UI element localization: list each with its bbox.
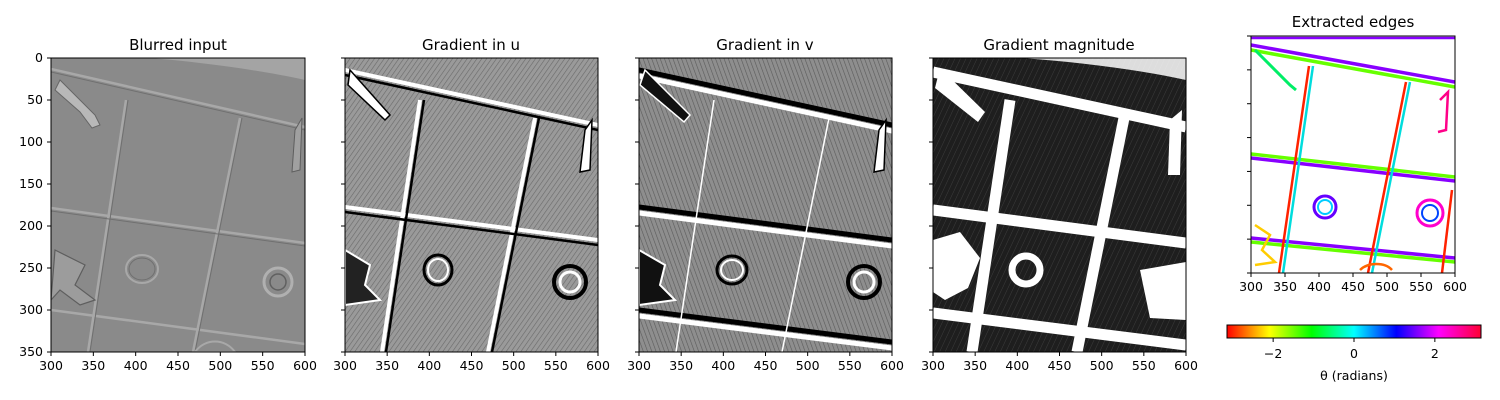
panel-title: Blurred input <box>129 36 227 54</box>
x-tick-label: 550 <box>838 358 862 373</box>
y-tick-label: 50 <box>27 92 43 107</box>
x-tick-label: 500 <box>502 358 526 373</box>
x-tick-label: 300 <box>39 358 63 373</box>
panel-title: Gradient in v <box>716 36 813 54</box>
x-tick-label: 350 <box>669 358 693 373</box>
y-tick-label: 100 <box>19 134 43 149</box>
image-blurred-input <box>51 58 305 352</box>
colorbar-tick-label: 2 <box>1431 346 1439 361</box>
x-axis: 300 350 400 450 500 550 600 <box>627 352 904 373</box>
x-tick-label: 500 <box>1375 279 1399 294</box>
panel-blurred-input: Blurred input <box>19 36 317 373</box>
x-tick-label: 450 <box>1048 358 1072 373</box>
x-tick-label: 400 <box>711 358 735 373</box>
x-tick-label: 350 <box>81 358 105 373</box>
x-tick-label: 450 <box>1341 279 1365 294</box>
panel-title: Gradient in u <box>422 36 520 54</box>
y-axis <box>1247 35 1251 274</box>
image-gradient-u <box>345 58 598 352</box>
x-tick-label: 300 <box>333 358 357 373</box>
colorbar-ticks: −2 0 2 <box>1264 338 1439 361</box>
x-tick-label: 350 <box>963 358 987 373</box>
x-tick-label: 350 <box>375 358 399 373</box>
x-tick-label: 600 <box>1443 279 1467 294</box>
y-tick-label: 0 <box>35 50 43 65</box>
colorbar: −2 0 2 θ (radians) <box>1226 324 1482 383</box>
y-tick-label: 150 <box>19 176 43 191</box>
y-tick-label: 300 <box>19 302 43 317</box>
x-tick-label: 350 <box>1273 279 1297 294</box>
panel-extracted-edges: Extracted edges <box>1239 13 1467 294</box>
panel-title: Extracted edges <box>1292 13 1415 31</box>
x-tick-label: 500 <box>796 358 820 373</box>
x-tick-label: 550 <box>251 358 275 373</box>
x-tick-label: 550 <box>544 358 568 373</box>
x-tick-label: 450 <box>166 358 190 373</box>
x-tick-label: 300 <box>627 358 651 373</box>
x-axis: 300 350 400 450 500 550 600 <box>39 352 317 373</box>
panel-gradient-v: Gradient in v <box>627 36 904 373</box>
y-tick-label: 250 <box>19 260 43 275</box>
x-tick-label: 450 <box>754 358 778 373</box>
panel-title: Gradient magnitude <box>983 36 1134 54</box>
x-tick-label: 400 <box>1005 358 1029 373</box>
x-axis: 300 350 400 450 500 550 600 <box>333 352 610 373</box>
colorbar-tick-label: 0 <box>1350 346 1358 361</box>
x-tick-label: 600 <box>1174 358 1198 373</box>
x-tick-label: 300 <box>921 358 945 373</box>
x-tick-label: 600 <box>880 358 904 373</box>
colorbar-gradient <box>1226 324 1482 339</box>
x-tick-label: 500 <box>1090 358 1114 373</box>
image-gradient-magnitude <box>933 58 1186 352</box>
y-axis <box>635 57 639 353</box>
x-tick-label: 400 <box>417 358 441 373</box>
x-tick-label: 600 <box>293 358 317 373</box>
y-axis <box>929 57 933 353</box>
x-tick-label: 450 <box>460 358 484 373</box>
colorbar-tick-label: −2 <box>1264 346 1282 361</box>
x-tick-label: 550 <box>1409 279 1433 294</box>
x-tick-label: 500 <box>208 358 232 373</box>
image-extracted-edges <box>1251 36 1455 273</box>
y-tick-label: 350 <box>19 344 43 359</box>
image-gradient-v <box>639 58 892 352</box>
x-axis: 300 350 400 450 500 550 600 <box>921 352 1198 373</box>
x-tick-label: 600 <box>586 358 610 373</box>
y-tick-label: 200 <box>19 218 43 233</box>
x-tick-label: 550 <box>1132 358 1156 373</box>
panel-gradient-u: Gradient in u 300 350 400 45 <box>333 36 610 373</box>
x-tick-label: 300 <box>1239 279 1263 294</box>
x-tick-label: 400 <box>1307 279 1331 294</box>
panel-gradient-magnitude: Gradient magnitude 300 350 400 450 500 550 600 <box>921 36 1198 373</box>
x-axis: 300 350 400 450 500 550 600 <box>1239 273 1467 294</box>
colorbar-label: θ (radians) <box>1320 368 1388 383</box>
y-axis <box>341 57 345 353</box>
x-tick-label: 400 <box>124 358 148 373</box>
y-axis: 0 50 100 150 200 250 300 350 <box>19 50 51 359</box>
